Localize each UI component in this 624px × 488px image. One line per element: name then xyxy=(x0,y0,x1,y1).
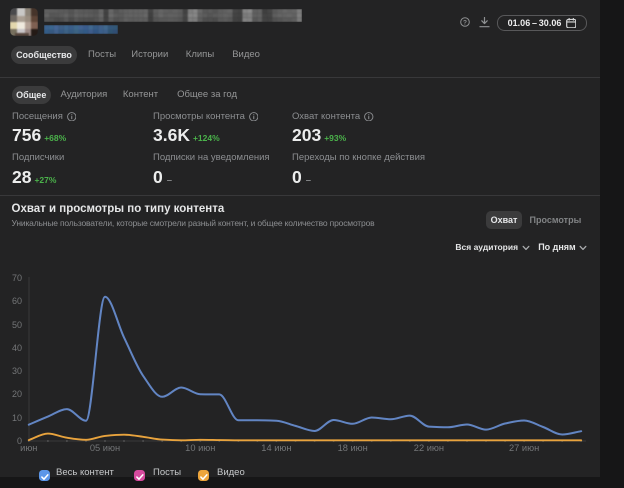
svg-text:?: ? xyxy=(463,19,467,26)
